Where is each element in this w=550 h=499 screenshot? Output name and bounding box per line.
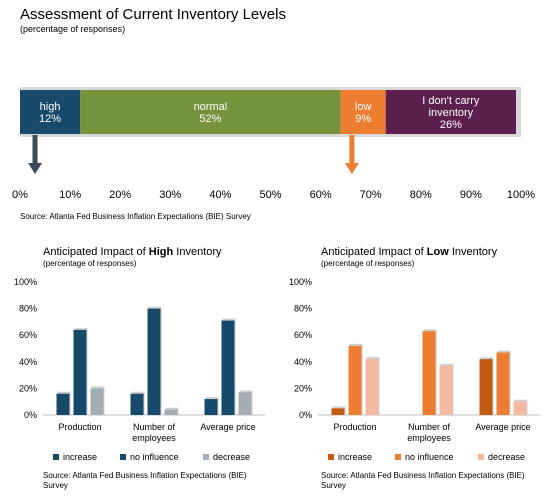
segment-dont-carry — [385, 90, 516, 134]
bar-no-influence — [73, 329, 87, 415]
bar-no-influence — [348, 345, 362, 415]
legend-swatch — [478, 454, 484, 460]
x-tick-label: 30% — [159, 189, 181, 201]
x-tick-label: 10% — [59, 189, 81, 201]
segment-value-label: 52% — [199, 113, 221, 125]
x-tick-label: 50% — [259, 189, 281, 201]
y-tick-label: 20% — [19, 383, 37, 393]
low-chart-title-suffix: Inventory — [448, 246, 498, 258]
category-label: Production — [58, 422, 101, 432]
category-label: employees — [407, 433, 451, 443]
bar-decrease — [164, 409, 178, 415]
segment-normal — [80, 90, 341, 134]
bar-increase — [479, 359, 493, 415]
legend-label: decrease — [213, 452, 250, 462]
high-chart-title: Anticipated Impact of High Inventory — [43, 246, 222, 258]
legend-label: no influence — [130, 452, 179, 462]
y-tick-label: 100% — [14, 277, 37, 287]
x-tick-label: 40% — [209, 189, 231, 201]
bar-no-influence — [422, 331, 436, 415]
y-tick-label: 40% — [19, 357, 37, 367]
bar-decrease — [513, 401, 527, 415]
main-chart-subtitle: (percentage of responses) — [20, 24, 126, 34]
x-tick-label: 90% — [460, 189, 482, 201]
segment-arrow-shaft — [349, 135, 355, 163]
segment-value-label: 26% — [440, 119, 462, 131]
legend-swatch — [203, 454, 209, 460]
x-tick-label: 60% — [310, 189, 332, 201]
legend-label: decrease — [488, 452, 525, 462]
bar-decrease — [238, 392, 252, 415]
high-inventory-bar-chart: 0% 20% 40% 60% 80% 100% Production Number ofemp… — [14, 277, 265, 462]
x-tick-label: 20% — [109, 189, 131, 201]
segment-high — [20, 90, 81, 134]
low-chart-title-prefix: Anticipated Impact of — [321, 246, 427, 258]
low-inventory-bar-chart: 0% 20% 40% 60% 80% 100% Production Number ofemp… — [289, 277, 540, 462]
bar-no-influence — [496, 352, 510, 415]
y-tick-label: 0% — [299, 410, 312, 420]
category-label: Number of — [408, 422, 451, 432]
bar-decrease — [365, 359, 379, 415]
legend-label: no influence — [405, 452, 454, 462]
low-chart-subtitle: (percentage of responses) — [321, 259, 415, 268]
legend-label: increase — [338, 452, 372, 462]
y-tick-label: 100% — [289, 277, 312, 287]
main-chart-source: Source: Atlanta Fed Business Inflation E… — [20, 212, 251, 221]
y-tick-label: 40% — [294, 357, 312, 367]
segment-label: high — [40, 101, 61, 113]
bar-increase — [130, 393, 144, 415]
category-label: Average price — [200, 422, 255, 432]
category-label: Number of — [133, 422, 176, 432]
segment-value-label: 12% — [39, 113, 61, 125]
x-tick-label: 80% — [410, 189, 432, 201]
bar-decrease — [439, 365, 453, 415]
x-tick-label: 100% — [507, 189, 535, 201]
segment-label: inventory — [429, 107, 474, 119]
category-label: Average price — [475, 422, 530, 432]
high-chart-subtitle: (percentage of responses) — [43, 259, 137, 268]
y-tick-label: 60% — [294, 330, 312, 340]
bar-no-influence — [221, 320, 235, 415]
bar-increase — [204, 399, 218, 415]
segment-value-label: 9% — [355, 113, 371, 125]
y-tick-label: 60% — [19, 330, 37, 340]
high-chart-title-prefix: Anticipated Impact of — [43, 246, 149, 258]
high-chart-title-suffix: Inventory — [173, 246, 222, 258]
bar-increase — [331, 408, 345, 415]
y-tick-label: 80% — [294, 304, 312, 314]
high-chart-source: Source: Atlanta Fed Business Inflation E… — [43, 471, 247, 490]
segment-arrow-head — [28, 163, 43, 174]
legend-swatch — [53, 454, 59, 460]
bar-decrease — [90, 388, 104, 415]
segment-label: I don't carry — [422, 95, 480, 107]
y-tick-label: 0% — [24, 410, 37, 420]
low-chart-title: Anticipated Impact of Low Inventory — [321, 246, 497, 258]
legend-label: increase — [63, 452, 97, 462]
legend-swatch — [120, 454, 126, 460]
low-chart-source: Source: Atlanta Fed Business Inflation E… — [321, 471, 525, 490]
segment-label: normal — [194, 101, 228, 113]
y-tick-label: 20% — [294, 383, 312, 393]
segment-arrow-head — [344, 163, 359, 174]
high-chart-title-bold: High — [148, 246, 174, 258]
bar-increase — [56, 393, 70, 415]
x-tick-label: 0% — [12, 189, 28, 201]
bar-no-influence — [147, 308, 161, 415]
segment-low — [340, 90, 386, 134]
main-chart-title: Assessment of Current Inventory Levels — [20, 6, 286, 23]
category-label: Production — [333, 422, 376, 432]
legend-swatch — [328, 454, 334, 460]
low-chart-title-bold: Low — [426, 246, 449, 258]
y-tick-label: 80% — [19, 304, 37, 314]
x-tick-label: 70% — [360, 189, 382, 201]
segment-arrow-shaft — [32, 135, 38, 163]
category-label: employees — [132, 433, 176, 443]
legend-swatch — [395, 454, 401, 460]
segment-label: low — [355, 101, 372, 113]
